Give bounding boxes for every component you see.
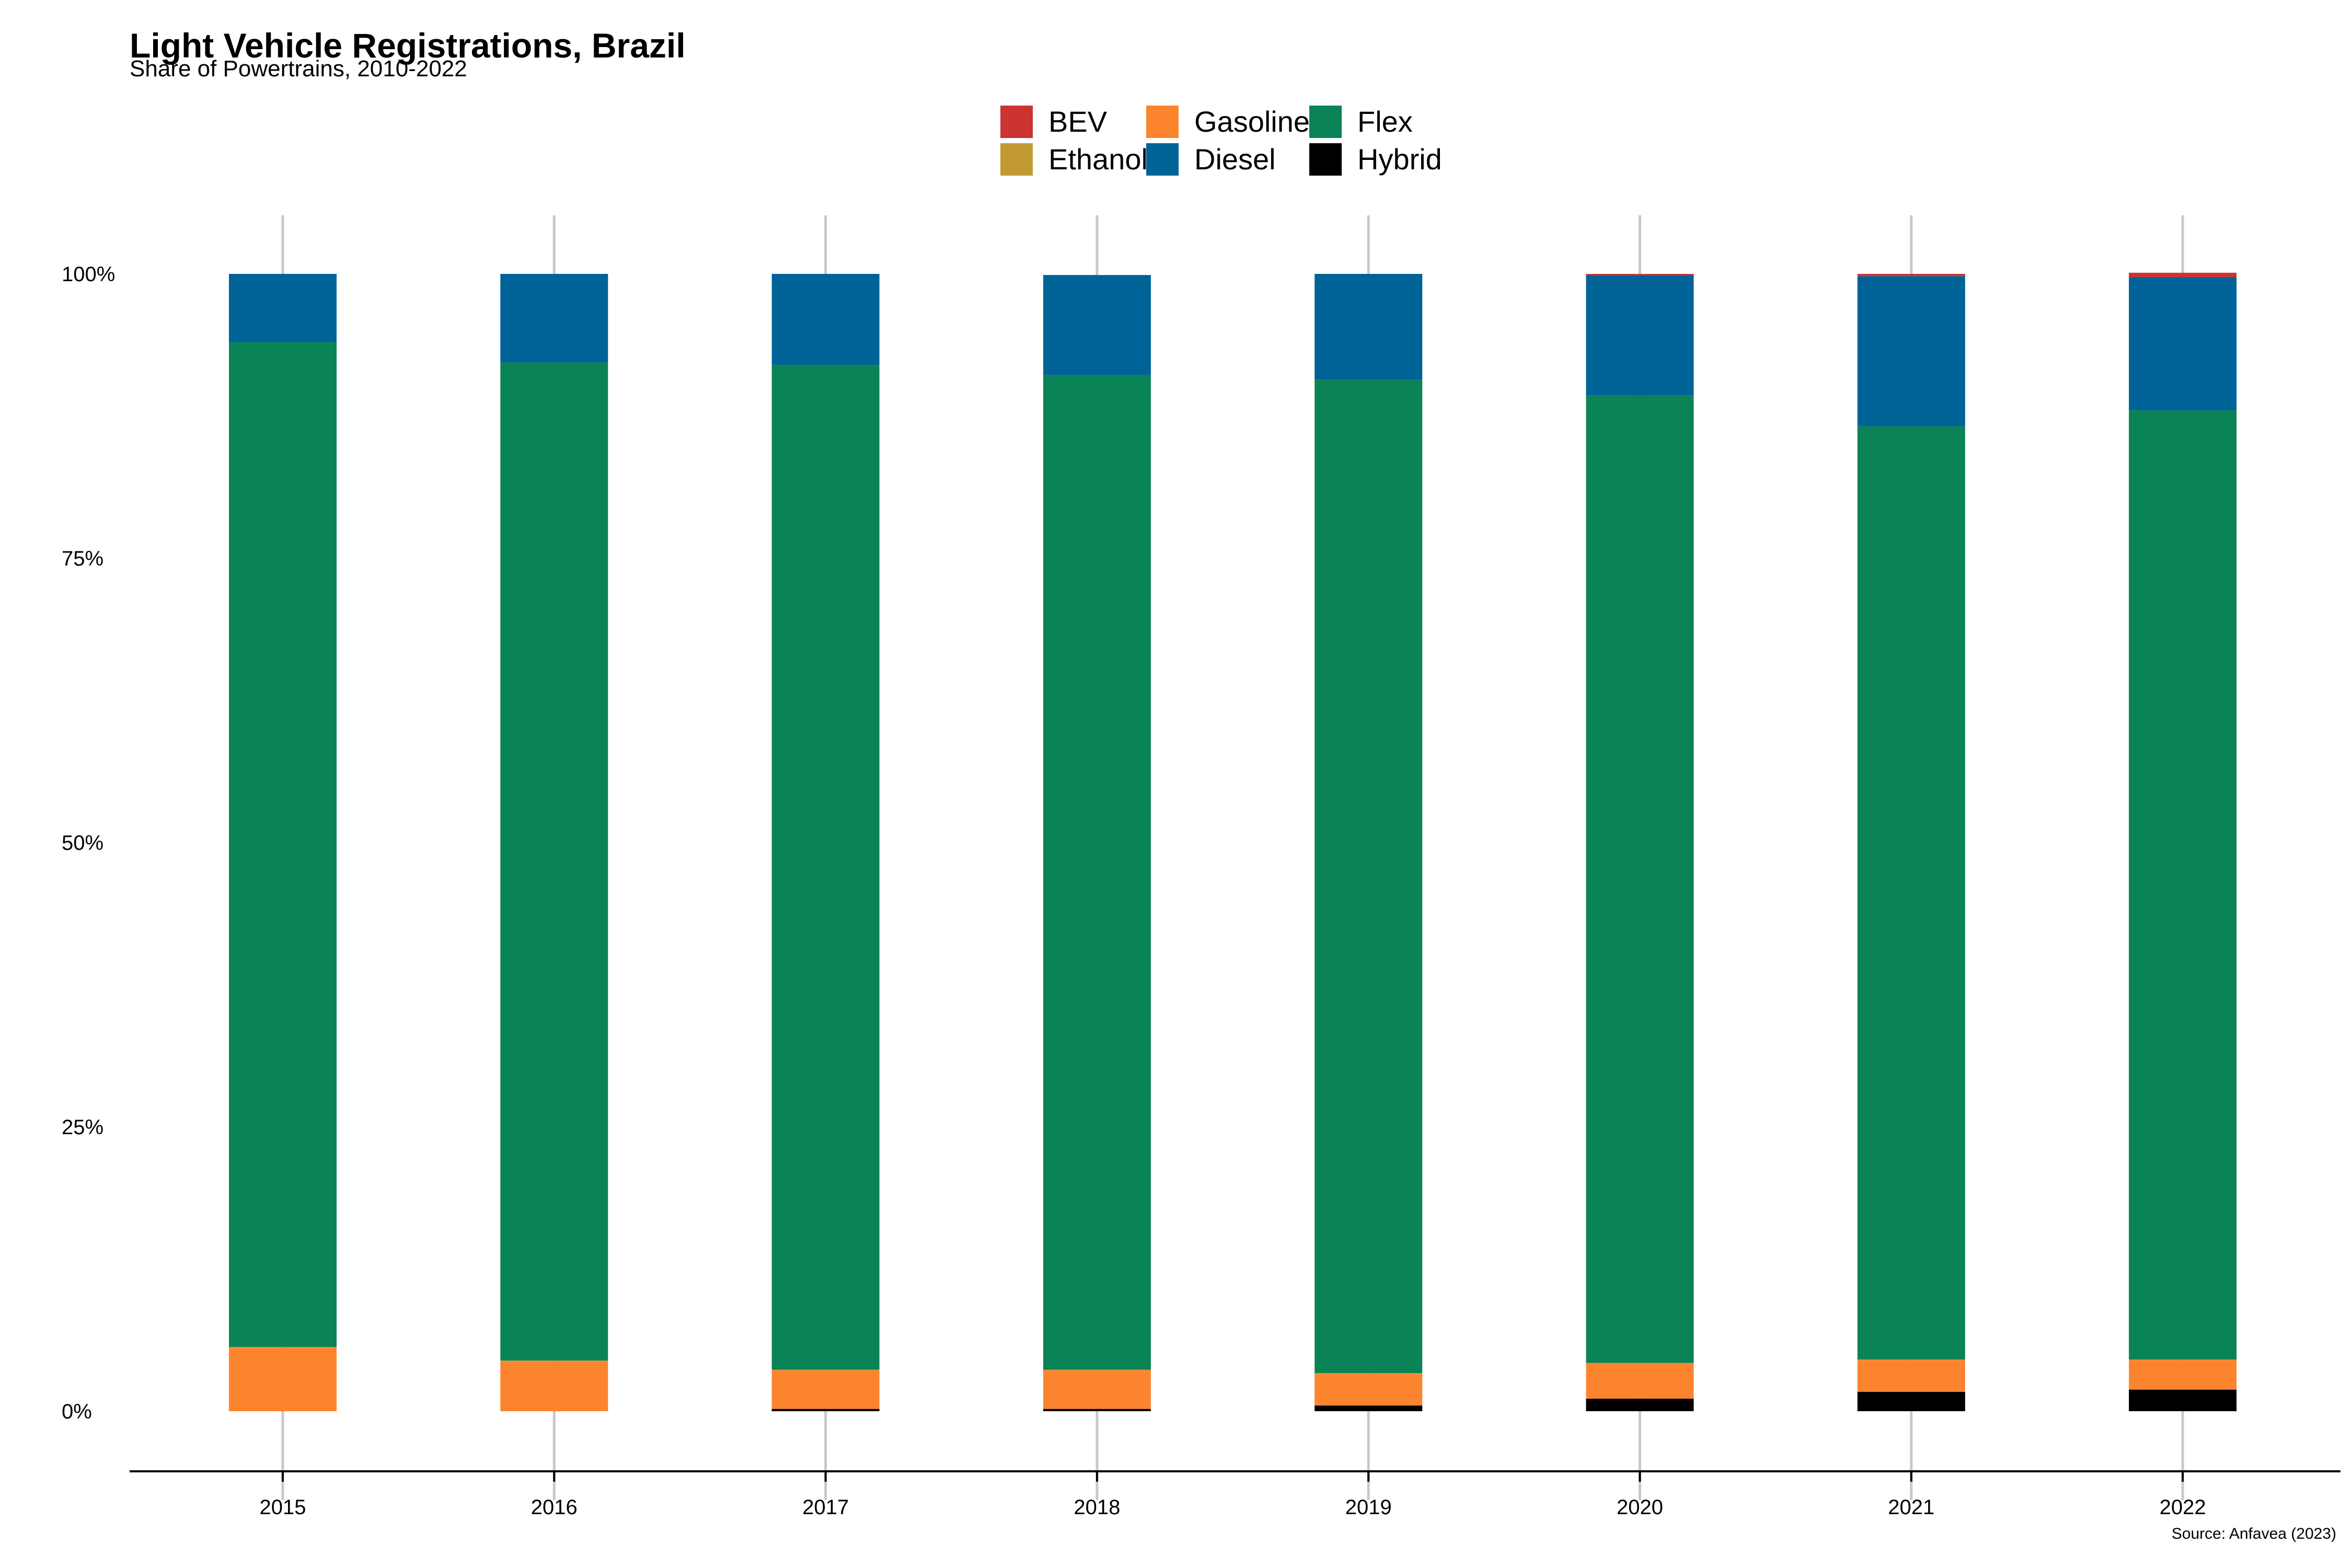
bar-flex-2016 [500,362,608,1361]
bar-diesel-2021 [1857,276,1965,426]
legend-item-flex: Flex [1309,105,1413,138]
chart-subtitle: Share of Powertrains, 2010-2022 [130,56,467,82]
bar-group-2017 [771,274,880,1411]
legend-item-diesel: Diesel [1146,143,1276,176]
legend-item-bev: BEV [1000,105,1108,138]
y-tick-label-100: 100% [62,263,115,286]
bar-diesel-2019 [1315,274,1423,380]
bar-gasoline-2015 [229,1347,337,1411]
legend-label-hybrid: Hybrid [1357,143,1442,176]
bar-group-2019 [1315,274,1423,1411]
bar-group-2018 [1043,275,1151,1411]
bar-diesel-2017 [771,274,880,365]
y-tick-label-0: 0% [62,1400,92,1423]
legend-label-bev: BEV [1048,105,1108,138]
y-tick-label-50: 50% [62,832,103,855]
bar-group-2016 [500,274,608,1411]
x-tick-label-2017: 2017 [802,1496,849,1519]
legend-label-flex: Flex [1357,105,1413,138]
y-tick-label-75: 75% [62,547,103,570]
bar-flex-2021 [1857,426,1965,1359]
x-tick-label-2016: 2016 [531,1496,578,1519]
bar-diesel-2018 [1043,275,1151,375]
bar-flex-2018 [1043,375,1151,1370]
bar-diesel-2016 [500,274,608,363]
source-caption: Source: Anfavea (2023) [2172,1525,2336,1542]
x-tick-label-2022: 2022 [2160,1496,2206,1519]
bar-hybrid-2018 [1043,1409,1151,1411]
bar-gasoline-2016 [500,1361,608,1411]
bar-flex-2017 [771,365,880,1370]
legend-label-ethanol: Ethanol [1048,143,1148,176]
legend-key-flex [1309,106,1342,138]
legend-label-gasoline: Gasoline [1194,105,1310,138]
bar-diesel-2022 [2129,277,2237,411]
x-tick-label-2018: 2018 [1074,1496,1120,1519]
bar-ethanol-2022 [2129,1359,2237,1361]
legend-item-ethanol: Ethanol [1000,143,1148,176]
bar-gasoline-2019 [1315,1374,1423,1406]
bar-gasoline-2020 [1586,1363,1694,1399]
bar-group-2020 [1586,274,1694,1411]
bar-flex-2015 [229,342,337,1347]
bar-hybrid-2020 [1586,1399,1694,1411]
y-tick-label-25: 25% [62,1116,103,1139]
bar-gasoline-2017 [771,1370,880,1409]
bar-hybrid-2017 [771,1409,880,1411]
bar-flex-2019 [1315,379,1423,1374]
bar-hybrid-2022 [2129,1389,2237,1411]
bar-gasoline-2021 [1857,1360,1965,1392]
bar-ethanol-2019 [1315,1373,1423,1374]
x-tick-label-2019: 2019 [1345,1496,1392,1519]
x-tick-label-2015: 2015 [260,1496,306,1519]
legend-label-diesel: Diesel [1194,143,1276,176]
bar-group-2021 [1857,274,1965,1411]
bar-flex-2020 [1586,395,1694,1363]
bar-diesel-2015 [229,274,337,342]
legend-key-diesel [1146,143,1179,176]
bar-gasoline-2018 [1043,1370,1151,1409]
bar-bev-2021 [1857,274,1965,276]
x-axis: 2015 2016 2017 2018 2019 2020 2021 2022 [260,1471,2206,1519]
legend-key-gasoline [1146,106,1179,138]
legend: BEV Ethanol Gasoline Diesel Flex Hybrid [1000,105,1442,176]
legend-key-hybrid [1309,143,1342,176]
bar-hybrid-2019 [1315,1405,1423,1411]
bar-diesel-2020 [1586,275,1694,396]
legend-key-ethanol [1000,143,1033,176]
bars [229,272,2237,1411]
x-tick-label-2021: 2021 [1888,1496,1934,1519]
bar-flex-2022 [2129,410,2237,1359]
bar-hybrid-2021 [1857,1392,1965,1411]
bar-group-2022 [2129,272,2237,1411]
bar-ethanol-2020 [1586,1363,1694,1364]
y-axis: 0% 25% 50% 75% 100% [62,263,115,1423]
bar-gasoline-2022 [2129,1360,2237,1390]
legend-item-hybrid: Hybrid [1309,143,1442,176]
bar-ethanol-2021 [1857,1359,1965,1361]
legend-item-gasoline: Gasoline [1146,105,1310,138]
x-tick-label-2020: 2020 [1617,1496,1663,1519]
legend-key-bev [1000,106,1033,138]
bar-group-2015 [229,274,337,1411]
bar-bev-2020 [1586,274,1694,275]
bar-bev-2022 [2129,272,2237,278]
chart-title: Light Vehicle Registrations, Brazil [130,26,686,65]
